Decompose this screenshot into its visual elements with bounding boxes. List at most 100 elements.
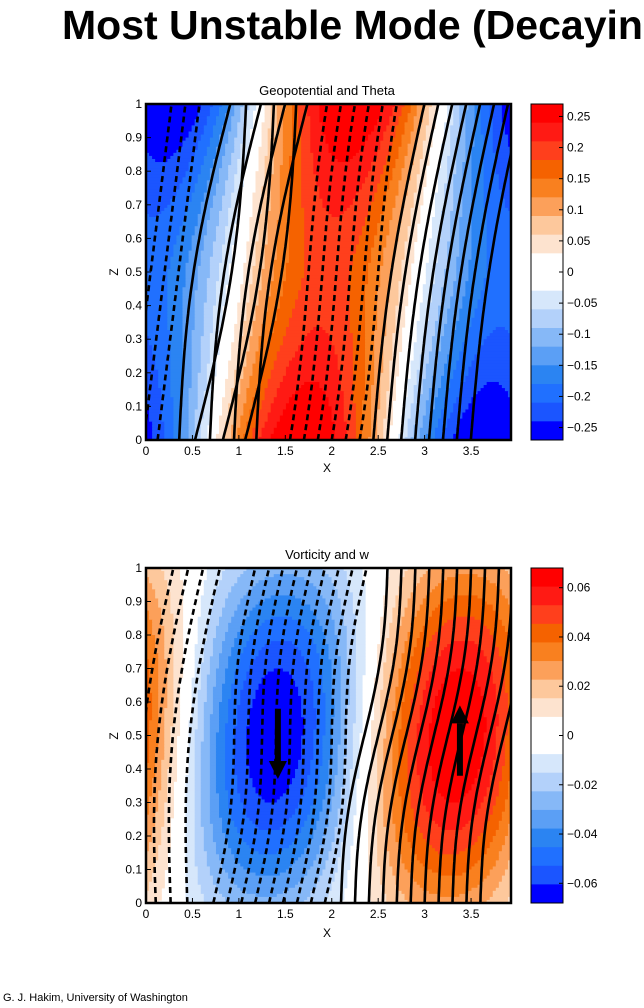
field-cell [222,692,232,697]
field-cell [404,165,412,169]
colorbar-swatch [531,421,563,441]
field-cell [471,204,485,209]
field-cell [270,372,287,377]
colorbar-swatch [531,104,563,124]
field-cell [495,729,509,734]
field-cell [352,735,360,740]
field-cell [304,244,357,249]
field-cell [304,625,324,630]
field-cell [149,674,159,679]
field-cell [407,741,418,746]
field-cell [383,171,393,175]
field-cell [194,729,205,734]
field-cell [358,149,378,154]
field-cell [188,406,199,411]
field-cell [191,381,199,386]
field-cell [279,385,302,389]
field-cell [212,204,223,209]
field-cell [203,714,211,718]
field-cell [501,189,511,194]
field-cell [416,765,433,770]
field-cell [203,125,214,130]
field-cell [422,418,433,423]
field-cell [422,424,430,429]
field-cell [243,137,251,142]
field-cell [410,104,418,108]
field-cell [383,781,393,785]
field-cell [246,244,257,249]
field-cell [234,750,247,755]
field-cell [209,668,217,673]
field-cell [416,762,430,767]
y-tick-label: 0.5 [125,265,142,279]
field-cell [343,784,351,788]
field-cell [386,711,393,715]
field-cell [267,418,281,423]
field-cell [380,220,390,224]
field-cell [450,140,457,145]
field-cell [419,360,430,365]
field-cell [240,424,247,429]
field-cell [483,339,511,343]
y-tick-label: 1 [135,97,142,111]
field-cell [459,223,473,227]
field-cell [231,155,241,160]
field-cell [462,204,473,209]
colorbar-swatch [531,290,563,310]
field-cell [340,677,351,682]
field-cell [431,589,503,593]
field-cell [170,262,187,267]
field-cell [188,168,202,172]
field-cell [459,104,470,108]
field-cell [368,275,381,279]
field-cell [361,229,378,233]
field-cell [146,711,153,715]
field-cell [453,183,463,188]
field-cell [492,635,509,639]
field-cell [480,110,491,114]
field-cell [173,717,181,721]
field-cell [273,323,290,328]
field-cell [225,674,235,679]
field-cell [419,125,427,130]
field-cell [416,134,427,139]
field-cell [146,330,171,334]
field-cell [310,119,320,123]
field-cell [249,635,311,639]
field-cell [462,174,473,178]
field-cell [456,143,466,148]
field-cell [492,680,506,685]
field-cell [407,756,418,761]
field-cell [146,415,150,420]
field-cell [292,781,308,785]
field-cell [146,155,153,160]
field-cell [352,388,366,392]
field-cell [383,369,390,374]
field-cell [413,619,427,624]
field-cell [371,720,381,724]
field-cell [188,769,196,773]
field-cell [337,354,354,359]
field-cell [152,717,159,721]
field-cell [468,104,476,108]
field-cell [209,759,217,764]
field-cell [407,418,418,423]
field-cell [219,729,226,734]
field-cell [507,134,511,139]
field-cell [401,424,409,429]
field-cell [252,323,263,328]
field-cell [450,146,457,151]
field-cell [167,281,187,285]
field-cell [374,372,381,377]
field-cell [316,714,327,718]
field-cell [389,680,400,685]
field-cell [431,229,442,233]
field-cell [483,165,497,169]
field-cell [264,262,275,267]
field-cell [255,695,302,700]
field-cell [234,113,241,117]
field-cell [343,756,354,761]
field-cell [489,113,503,117]
field-cell [273,168,281,172]
field-cell [355,647,366,651]
